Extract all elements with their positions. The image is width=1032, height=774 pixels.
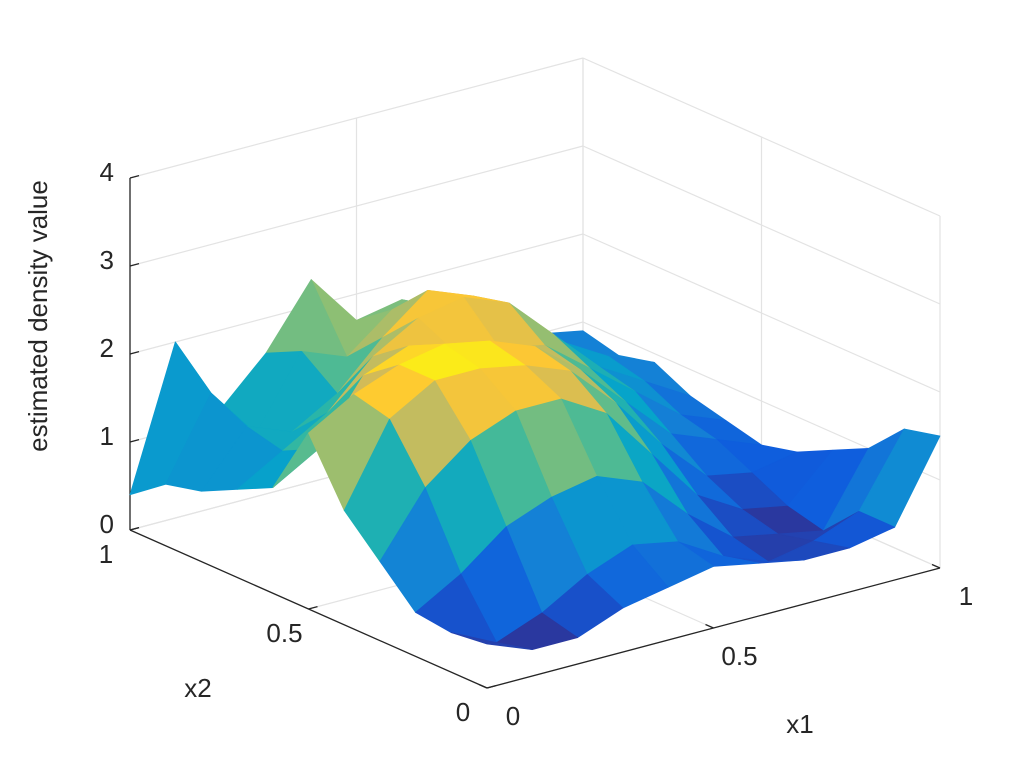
z-tick [129,262,140,267]
z-axis-label: estimated density value [23,180,53,452]
z-tick [129,350,140,355]
x-tick [478,683,488,689]
x-tick [705,623,714,629]
z-tick-label: 3 [100,245,114,275]
surface-cell [450,632,533,650]
x-tick-label: 0.5 [721,641,757,671]
z-tick-label: 2 [100,333,114,363]
z-tick-label: 4 [100,157,114,187]
z-tick-label: 0 [100,509,114,539]
y-tick-label: 1 [99,539,113,569]
z-tick [129,174,140,179]
z-tick-label: 1 [100,421,114,451]
y-tick [486,684,497,689]
x-tick [931,563,941,569]
z-tick [129,526,140,531]
y-tick-label: 0 [456,697,470,727]
z-tick [129,438,140,443]
y-tick [308,605,318,610]
x-tick-label: 0 [506,701,520,731]
x-tick-label: 1 [959,581,973,611]
x-axis-label: x1 [786,709,813,739]
y-axis-label: x2 [184,673,211,703]
y-tick-label: 0.5 [266,618,302,648]
